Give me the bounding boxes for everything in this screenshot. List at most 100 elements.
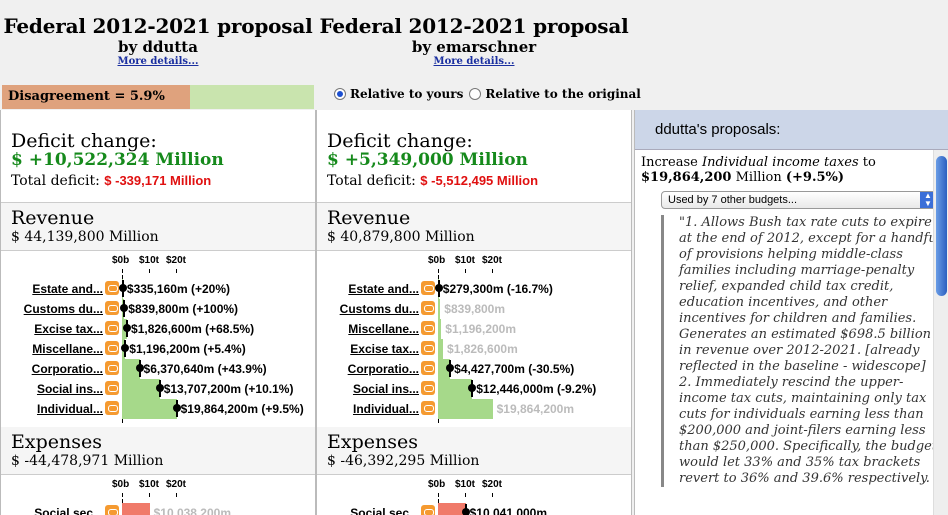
left-rev-value: $335,160m (+20%)	[126, 282, 230, 296]
left-expenses-amount: $ -44,478,971 Million	[11, 453, 164, 469]
comment-icon[interactable]	[105, 381, 119, 395]
left-rev-row: Excise tax... $1,826,600m (+68.5%)	[1, 319, 315, 339]
other-budgets-select[interactable]: Used by 7 other budgets... ▲ ▼	[661, 191, 937, 209]
left-rev-bar	[122, 399, 177, 419]
left-rev-tick-mark-1	[149, 269, 150, 273]
left-exp-row: Social sec... $10,038,200m	[1, 503, 315, 515]
left-more-details-link[interactable]: More details...	[117, 56, 199, 67]
left-revenue-chart: $0b $10t $20t Estate and... $335,160m (+20%)…	[1, 251, 315, 427]
mid-rev-row-label[interactable]: Customs du...	[339, 302, 419, 316]
mid-exp-tick-2: $20t	[482, 479, 503, 490]
disagreement-label: Disagreement = 5.9%	[8, 89, 165, 104]
panel-scrollbar[interactable]	[933, 150, 948, 515]
left-deficit-heading: Deficit change:	[11, 130, 157, 152]
left-rev-marker-dot[interactable]	[118, 284, 127, 292]
left-rev-tick-mark-0	[122, 269, 123, 273]
comment-icon[interactable]	[105, 301, 119, 315]
left-proposal-title: Federal 2012-2021 proposal	[3, 14, 313, 38]
comment-icon[interactable]	[421, 505, 435, 515]
mid-rev-marker-dot[interactable]	[468, 384, 477, 392]
left-deficit-value: $ +10,522,324 Million	[11, 150, 224, 170]
left-exp-row-label[interactable]: Social sec...	[34, 506, 103, 515]
comment-icon[interactable]	[421, 321, 435, 335]
comment-icon[interactable]	[421, 381, 435, 395]
left-rev-marker-dot[interactable]	[120, 304, 129, 312]
mid-deficit-section: Deficit change: $ +5,349,000 Million Tot…	[317, 110, 631, 203]
left-rev-marker-dot[interactable]	[155, 384, 164, 392]
left-rev-row-label[interactable]: Customs du...	[23, 302, 103, 316]
left-rev-row-label[interactable]: Excise tax...	[34, 322, 103, 336]
comment-icon[interactable]	[105, 401, 119, 415]
left-rev-row-label[interactable]: Social ins...	[36, 382, 103, 396]
comment-icon[interactable]	[105, 281, 119, 295]
mid-revenue-header: Revenue $ 40,879,800 Million	[317, 203, 631, 251]
select-arrows-icon[interactable]: ▲ ▼	[920, 192, 936, 208]
mid-proposal-author: by emarschner	[411, 38, 537, 56]
radio-on-icon[interactable]	[334, 88, 346, 100]
mid-rev-row-label[interactable]: Miscellane...	[348, 322, 419, 336]
mid-rev-value: $839,800m	[444, 302, 506, 316]
radio-relative-to-yours[interactable]: Relative to yours	[334, 87, 463, 101]
mid-rev-tick-mark-2	[492, 269, 493, 273]
mid-rev-marker-dot[interactable]	[434, 284, 443, 292]
left-rev-row-label[interactable]: Individual...	[36, 402, 103, 416]
mid-rev-tick-2: $20t	[482, 255, 503, 266]
radio-off-icon[interactable]	[469, 88, 482, 100]
mid-exp-tick-mark-2	[492, 493, 493, 497]
disagreement-bar: Disagreement = 5.9%	[2, 85, 314, 109]
disagreement-fill	[2, 85, 190, 109]
mid-revenue-chart: $0b $10t $20t Estate and... $279,300m (-16.7…	[317, 251, 631, 427]
mid-rev-row-label[interactable]: Estate and...	[348, 282, 419, 296]
left-rev-marker-dot[interactable]	[121, 344, 130, 352]
mid-revenue-amount: $ 40,879,800 Million	[327, 229, 475, 245]
left-rev-row-label[interactable]: Estate and...	[32, 282, 103, 296]
comment-icon[interactable]	[105, 321, 119, 335]
radio-label-yours: Relative to yours	[350, 87, 464, 101]
left-rev-row-label[interactable]: Miscellane...	[32, 342, 103, 356]
mid-rev-tick-1: $10t	[455, 255, 476, 266]
left-rev-bar	[122, 359, 140, 379]
proposal-line-1: Increase Individual income taxes to	[641, 155, 948, 170]
left-exp-value: $10,038,200m	[153, 506, 231, 515]
other-budgets-select-value: Used by 7 other budgets...	[668, 194, 798, 206]
mid-exp-marker-dot[interactable]	[461, 508, 470, 515]
proposal-item: Individual income taxes	[701, 155, 859, 170]
left-total-label: Total deficit:	[11, 173, 100, 189]
scrollbar-thumb[interactable]	[936, 156, 947, 296]
mid-rev-row-label[interactable]: Social ins...	[352, 382, 419, 396]
mid-rev-bar	[438, 299, 441, 319]
left-exp-bar	[122, 503, 150, 515]
comment-icon[interactable]	[421, 361, 435, 375]
left-rev-tick-mark-2	[176, 269, 177, 273]
mid-rev-bar	[438, 319, 442, 339]
left-rev-row-label[interactable]: Corporatio...	[31, 362, 103, 376]
mid-expenses-chart: $0b $10t $20t Social sec... $10,041,000m	[317, 475, 631, 515]
left-rev-row: Individual... $19,864,200m (+9.5%)	[1, 399, 315, 419]
mid-rev-value: $4,427,700m (-30.5%)	[454, 362, 575, 376]
mid-exp-tick-mark-0	[438, 493, 439, 497]
left-rev-tick-2: $20t	[166, 255, 187, 266]
comment-icon[interactable]	[105, 361, 119, 375]
mid-exp-bar	[438, 503, 466, 515]
mid-rev-row-label[interactable]: Excise tax...	[350, 342, 419, 356]
comment-icon[interactable]	[105, 505, 119, 515]
comment-icon[interactable]	[105, 341, 119, 355]
mid-rev-marker-dot[interactable]	[446, 364, 455, 372]
mid-more-details-link[interactable]: More details...	[433, 56, 515, 67]
mid-rev-row-label[interactable]: Corporatio...	[347, 362, 419, 376]
left-rev-value: $839,800m (+100%)	[128, 302, 239, 316]
mid-rev-row-label[interactable]: Individual...	[352, 402, 419, 416]
comment-icon[interactable]	[421, 281, 435, 295]
left-rev-marker-dot[interactable]	[123, 324, 132, 332]
comment-icon[interactable]	[421, 341, 435, 355]
left-rev-marker-dot[interactable]	[172, 404, 181, 412]
left-rev-row: Corporatio... $6,370,640m (+43.9%)	[1, 359, 315, 379]
mid-exp-row-label[interactable]: Social sec...	[350, 506, 419, 515]
comment-icon[interactable]	[421, 301, 435, 315]
radio-relative-to-original[interactable]: Relative to the original	[469, 87, 641, 101]
mid-rev-value: $19,864,200m	[496, 402, 575, 416]
left-rev-marker-dot[interactable]	[135, 364, 144, 372]
left-exp-tick-mark-2	[176, 493, 177, 497]
comment-icon[interactable]	[421, 401, 435, 415]
mid-rev-bar	[438, 339, 444, 359]
